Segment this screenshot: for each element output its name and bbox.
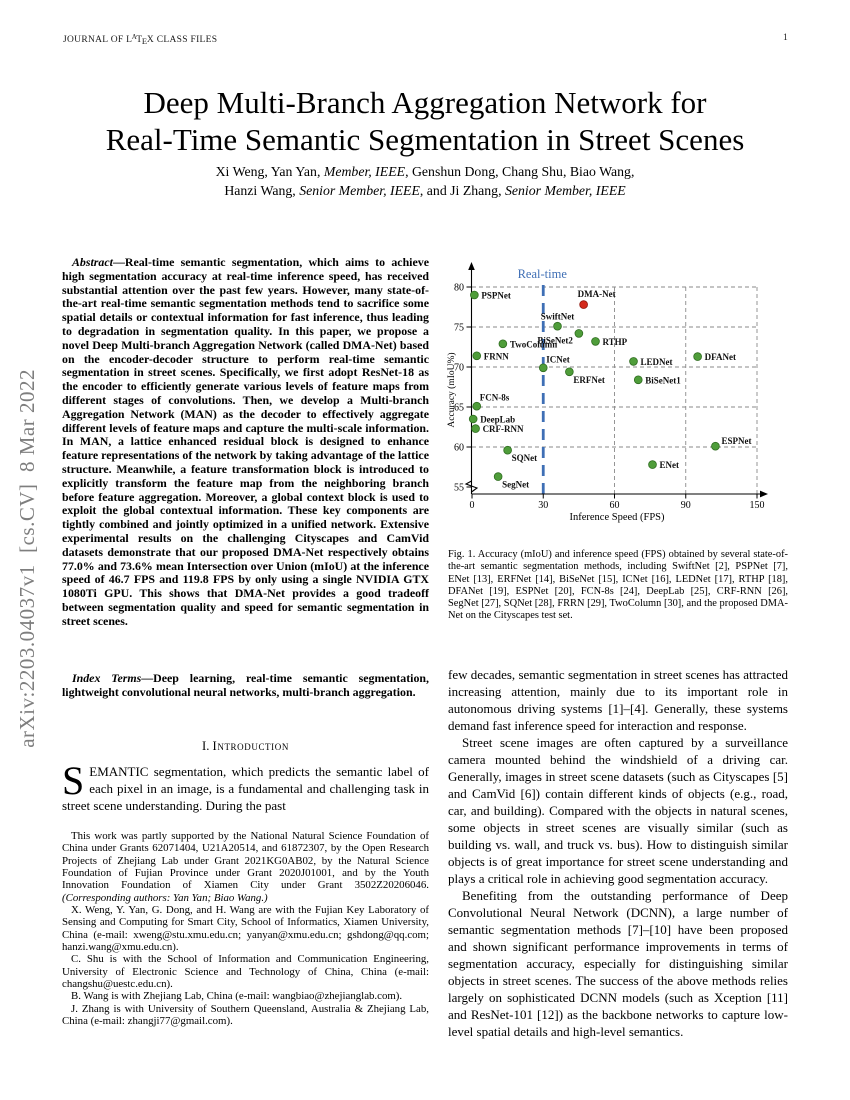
- footnote-affiliation-4: J. Zhang is with University of Southern …: [62, 1002, 429, 1028]
- point-RTHP: [591, 337, 600, 346]
- footnote-affiliation-3: B. Wang is with Zhejiang Lab, China (e-m…: [71, 990, 403, 1003]
- footnote-funding: This work was partly supported by the Na…: [62, 830, 429, 904]
- point-label-BiSeNet2: BiSeNet2: [537, 335, 573, 345]
- point-label-ICNet: ICNet: [546, 354, 570, 364]
- x-tick-150: 150: [750, 500, 765, 511]
- journal-name: JOURNAL OF LATEX CLASS FILES: [63, 33, 218, 46]
- arxiv-identifier: arXiv:2203.04037v1 [cs.CV] 8 Mar 2022: [14, 368, 39, 748]
- author-line-1: Xi Weng, Yan Yan, Member, IEEE, Genshun …: [215, 164, 635, 179]
- point-label-DeepLab: DeepLab: [480, 415, 515, 425]
- point-label-ERFNet: ERFNet: [573, 375, 605, 385]
- point-label-ENet: ENet: [660, 460, 680, 470]
- author-block: Xi Weng, Yan Yan, Member, IEEE, Genshun …: [0, 162, 850, 200]
- point-label-ESPNet: ESPNet: [721, 436, 751, 446]
- point-ICNet: [538, 363, 548, 373]
- index-terms: Index Terms—Deep learning, real-time sem…: [62, 671, 429, 700]
- y-tick-75: 75: [454, 322, 464, 333]
- point-DFANet: [693, 352, 702, 361]
- x-tick-60: 60: [610, 500, 620, 511]
- point-ENet: [648, 460, 657, 469]
- point-LEDNet: [629, 357, 638, 366]
- y-tick-55: 55: [454, 482, 464, 493]
- point-label-DFANet: DFANet: [705, 352, 736, 362]
- point-label-TwoColumn: TwoColumn: [510, 339, 557, 349]
- point-label-LEDNet: LEDNet: [641, 357, 673, 367]
- latex-logo-a: A: [131, 33, 137, 41]
- drop-cap: S: [62, 758, 85, 803]
- paper-title-line1: Deep Multi-Branch Aggregation Network fo…: [143, 85, 707, 120]
- footnote-affiliation-2: C. Shu is with the School of Information…: [62, 953, 429, 991]
- point-label-SQNet: SQNet: [512, 453, 538, 463]
- body-paragraph-3: Benefiting from the outstanding performa…: [448, 888, 788, 1039]
- x-axis-title: Inference Speed (FPS): [569, 512, 665, 523]
- intro-paragraph: S EMANTIC segmentation, which predicts th…: [62, 758, 429, 814]
- point-DMA-Net: [579, 300, 588, 309]
- x-tick-90: 90: [681, 500, 691, 511]
- point-SQNet: [503, 445, 512, 455]
- point-CRF-RNN: [471, 424, 480, 433]
- y-tick-65: 65: [454, 402, 464, 413]
- page-number: 1: [782, 33, 788, 43]
- figure-1-caption: Fig. 1. Accuracy (mIoU) and inference sp…: [448, 549, 788, 622]
- point-FRNN: [472, 351, 482, 361]
- y-axis-break: [464, 480, 479, 493]
- index-terms-text: —Deep learning, real-time semantic segme…: [62, 671, 429, 699]
- y-tick-70: 70: [454, 362, 464, 373]
- x-tick-0: 0: [470, 500, 475, 511]
- point-label-SegNet: SegNet: [502, 480, 529, 490]
- point-FCN-8s: [472, 401, 482, 411]
- author-line-2: Hanzi Wang, Senior Member, IEEE, and Ji …: [224, 183, 626, 198]
- running-header: JOURNAL OF LATEX CLASS FILES 1: [63, 33, 788, 46]
- point-label-DMA-Net: DMA-Net: [578, 289, 616, 299]
- point-ERFNet: [565, 367, 574, 377]
- x-axis-arrow: [760, 490, 768, 498]
- figure-1-caption-label: Fig. 1.: [448, 549, 476, 560]
- y-axis-title: Accuracy (mIoU%): [446, 352, 457, 427]
- y-tick-60: 60: [454, 442, 464, 453]
- y-axis-arrow: [468, 262, 475, 270]
- point-SegNet: [493, 472, 503, 481]
- point-PSPNet: [470, 290, 479, 300]
- point-label-CRF-RNN: CRF-RNN: [483, 424, 524, 434]
- x-tick-30: 30: [538, 500, 548, 511]
- point-SwiftNet: [553, 321, 562, 331]
- y-tick-80: 80: [454, 282, 464, 293]
- section-heading-introduction: I. Introduction: [202, 739, 289, 753]
- arxiv-watermark: arXiv:2203.04037v1 [cs.CV] 8 Mar 2022: [10, 276, 44, 840]
- realtime-label: Real-time: [518, 267, 568, 281]
- point-label-FRNN: FRNN: [484, 351, 509, 361]
- point-ESPNet: [711, 441, 720, 451]
- latex-logo-e: E: [141, 36, 148, 46]
- point-label-PSPNet: PSPNet: [481, 291, 511, 301]
- point-label-FCN-8s: FCN-8s: [480, 393, 510, 403]
- point-DeepLab: [468, 414, 478, 424]
- body-paragraph-1: few decades, semantic segmentation in st…: [448, 667, 788, 733]
- point-TwoColumn: [498, 339, 508, 349]
- footnote-affiliation-1: X. Weng, Y. Yan, G. Dong, and H. Wang ar…: [62, 904, 429, 954]
- point-label-SwiftNet: SwiftNet: [541, 312, 575, 322]
- fig1-scatter-chart: Real-time 55 60 65 70 75 80 0 30 60 90 150 Accuracy …: [446, 262, 768, 523]
- paper-title: Deep Multi-Branch Aggregation Network fo…: [0, 84, 850, 158]
- point-label-RTHP: RTHP: [603, 337, 628, 347]
- point-label-BiSeNet1: BiSeNet1: [645, 375, 681, 385]
- point-BiSeNet1: [633, 375, 643, 385]
- author-footnotes: This work was partly supported by the Na…: [62, 830, 429, 1028]
- abstract-label: Abstract: [72, 255, 113, 269]
- body-paragraph-2: Street scene images are often captured b…: [448, 735, 788, 886]
- abstract-text: —Real-time semantic segmentation, which …: [62, 255, 429, 628]
- paper-title-line2: Real-Time Semantic Segmentation in Stree…: [105, 122, 745, 157]
- point-BiSeNet2: [574, 329, 584, 338]
- index-terms-label: Index Terms: [72, 671, 142, 685]
- body-text: few decades, semantic segmentation in st…: [448, 666, 788, 1040]
- abstract: Abstract—Real-time semantic segmentation…: [62, 255, 429, 629]
